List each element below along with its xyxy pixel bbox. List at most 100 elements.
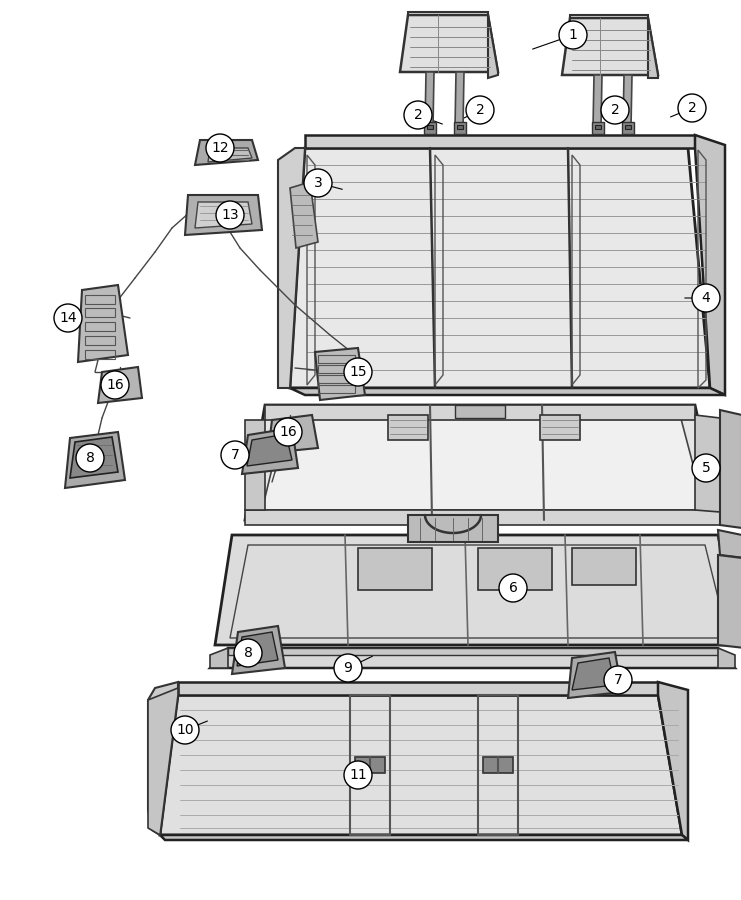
Text: 8: 8	[85, 451, 94, 465]
Polygon shape	[408, 12, 488, 15]
Polygon shape	[160, 835, 688, 840]
Polygon shape	[572, 658, 615, 690]
Polygon shape	[315, 348, 365, 400]
Polygon shape	[483, 757, 513, 773]
Text: 9: 9	[344, 661, 353, 675]
Bar	[427, 125, 433, 129]
Bar	[457, 125, 463, 129]
Text: 1: 1	[568, 28, 577, 42]
Polygon shape	[592, 122, 604, 134]
Text: 6: 6	[508, 581, 517, 595]
Polygon shape	[237, 632, 278, 666]
Polygon shape	[290, 388, 725, 395]
Circle shape	[234, 639, 262, 667]
Polygon shape	[718, 555, 741, 648]
Circle shape	[54, 304, 82, 332]
Text: 8: 8	[244, 646, 253, 660]
Polygon shape	[455, 72, 464, 128]
Polygon shape	[228, 648, 718, 655]
Circle shape	[601, 96, 629, 124]
Polygon shape	[305, 135, 695, 148]
Text: 2: 2	[476, 103, 485, 117]
Polygon shape	[695, 415, 720, 512]
Polygon shape	[488, 15, 498, 78]
Polygon shape	[290, 182, 318, 248]
Text: 5: 5	[702, 461, 711, 475]
Circle shape	[604, 666, 632, 694]
Text: 16: 16	[279, 425, 297, 439]
Circle shape	[274, 418, 302, 446]
Polygon shape	[290, 148, 710, 388]
Polygon shape	[400, 15, 498, 72]
Polygon shape	[268, 415, 318, 453]
Polygon shape	[622, 122, 634, 134]
Polygon shape	[245, 510, 720, 525]
Polygon shape	[178, 682, 658, 695]
Polygon shape	[425, 72, 434, 128]
Polygon shape	[245, 405, 720, 520]
Polygon shape	[148, 688, 178, 835]
Polygon shape	[215, 535, 740, 645]
Circle shape	[171, 716, 199, 744]
Text: 2: 2	[611, 103, 619, 117]
Polygon shape	[265, 405, 695, 420]
Text: 7: 7	[230, 448, 239, 462]
Text: 15: 15	[349, 365, 367, 379]
Polygon shape	[658, 682, 688, 840]
Circle shape	[692, 284, 720, 312]
Polygon shape	[195, 140, 258, 165]
Polygon shape	[720, 410, 741, 528]
Text: 3: 3	[313, 176, 322, 190]
Polygon shape	[247, 434, 292, 466]
Polygon shape	[424, 122, 436, 134]
Polygon shape	[358, 548, 432, 590]
Bar	[625, 125, 631, 129]
Circle shape	[76, 444, 104, 472]
Polygon shape	[562, 18, 658, 75]
Circle shape	[344, 761, 372, 789]
Polygon shape	[718, 648, 735, 668]
Polygon shape	[568, 652, 622, 698]
Polygon shape	[210, 648, 228, 668]
Text: 13: 13	[221, 208, 239, 222]
Circle shape	[692, 454, 720, 482]
Polygon shape	[232, 626, 285, 674]
Polygon shape	[195, 202, 252, 228]
Polygon shape	[648, 18, 658, 78]
Circle shape	[344, 358, 372, 386]
Polygon shape	[98, 367, 142, 403]
Polygon shape	[148, 682, 178, 835]
Polygon shape	[388, 415, 428, 440]
Polygon shape	[454, 122, 466, 134]
Circle shape	[404, 101, 432, 129]
Polygon shape	[245, 420, 265, 510]
Polygon shape	[408, 515, 498, 542]
Text: 7: 7	[614, 673, 622, 687]
Text: 12: 12	[211, 141, 229, 155]
Text: 2: 2	[413, 108, 422, 122]
Circle shape	[216, 201, 244, 229]
Circle shape	[101, 371, 129, 399]
Polygon shape	[210, 648, 735, 668]
Polygon shape	[355, 757, 385, 773]
Polygon shape	[540, 415, 580, 440]
Circle shape	[304, 169, 332, 197]
Polygon shape	[185, 195, 262, 235]
Polygon shape	[593, 75, 602, 128]
Polygon shape	[570, 15, 648, 18]
Circle shape	[221, 441, 249, 469]
Polygon shape	[78, 285, 128, 362]
Polygon shape	[455, 405, 505, 418]
Text: 2: 2	[688, 101, 697, 115]
Polygon shape	[262, 415, 705, 510]
Polygon shape	[70, 437, 118, 478]
Text: 10: 10	[176, 723, 194, 737]
Polygon shape	[160, 695, 682, 835]
Bar	[595, 125, 601, 129]
Circle shape	[206, 134, 234, 162]
Polygon shape	[242, 428, 298, 474]
Circle shape	[678, 94, 706, 122]
Polygon shape	[208, 148, 252, 162]
Polygon shape	[478, 548, 552, 590]
Polygon shape	[623, 75, 632, 128]
